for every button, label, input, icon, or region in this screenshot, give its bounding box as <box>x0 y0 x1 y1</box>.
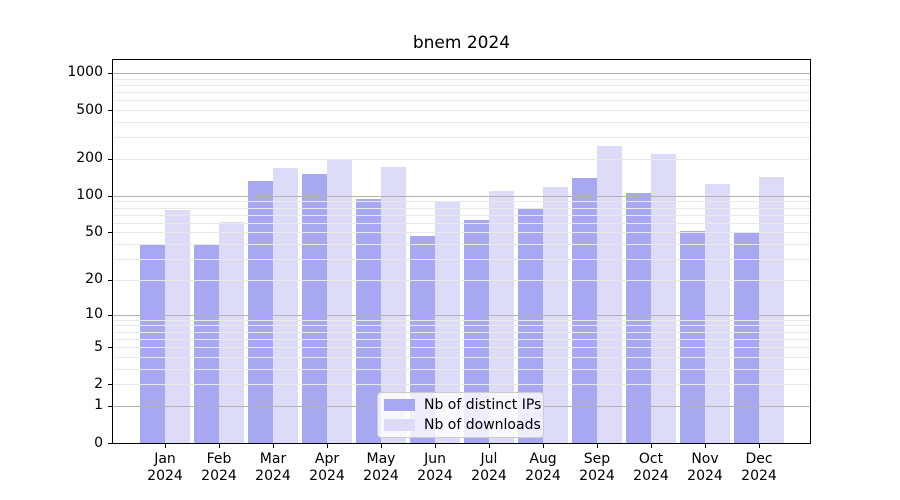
plot-area <box>112 59 811 444</box>
x-tick-label: May 2024 <box>363 451 399 484</box>
x-tick-label: Jan 2024 <box>147 451 183 484</box>
y-tick-label: 2 <box>94 375 103 392</box>
y-tick-mark <box>108 232 112 233</box>
legend-swatch-distinct-ips <box>384 399 415 411</box>
bar-distinct-ips <box>248 181 273 443</box>
legend-label-distinct-ips: Nb of distinct IPs <box>424 397 542 413</box>
y-tick-mark <box>108 384 112 385</box>
y-tick-mark <box>108 315 112 316</box>
legend: Nb of distinct IPs Nb of downloads <box>377 392 544 438</box>
bar-downloads <box>651 153 676 443</box>
bar-downloads <box>543 187 568 443</box>
bar-distinct-ips <box>572 177 597 443</box>
y-tick-mark <box>108 196 112 197</box>
y-tick-label: 5 <box>94 338 103 355</box>
bar-distinct-ips <box>734 233 759 443</box>
x-tick-mark <box>759 444 760 448</box>
bar-distinct-ips <box>194 244 219 443</box>
x-tick-label: Aug 2024 <box>525 451 561 484</box>
bar-downloads <box>273 167 298 443</box>
x-tick-mark <box>273 444 274 448</box>
bar-downloads <box>597 146 622 443</box>
chart-title: bnem 2024 <box>412 33 511 53</box>
bar-downloads <box>219 221 244 443</box>
y-tick-label: 500 <box>76 101 103 118</box>
bar-downloads <box>705 183 730 443</box>
x-tick-mark <box>543 444 544 448</box>
x-tick-label: Oct 2024 <box>633 451 669 484</box>
bar-distinct-ips <box>680 231 705 443</box>
x-tick-label: Jun 2024 <box>417 451 453 484</box>
x-tick-label: Sep 2024 <box>579 451 615 484</box>
y-tick-mark <box>108 73 112 74</box>
x-tick-label: Apr 2024 <box>309 451 345 484</box>
x-tick-mark <box>219 444 220 448</box>
x-axis: Jan 2024 Feb 2024 Mar 2024 Apr 2024 May 2024… <box>113 444 810 496</box>
bar-distinct-ips <box>626 193 651 443</box>
x-tick-mark <box>165 444 166 448</box>
y-tick-label: 200 <box>76 150 103 167</box>
x-tick-mark <box>705 444 706 448</box>
x-tick-label: Nov 2024 <box>687 451 723 484</box>
bar-distinct-ips <box>302 174 327 443</box>
x-tick-mark <box>651 444 652 448</box>
bar-downloads <box>759 176 784 443</box>
x-tick-mark <box>489 444 490 448</box>
legend-item-distinct-ips: Nb of distinct IPs <box>384 398 543 412</box>
bar-downloads <box>327 158 352 443</box>
y-tick-label: 10 <box>85 306 103 323</box>
x-tick-label: Feb 2024 <box>201 451 237 484</box>
x-tick-label: Mar 2024 <box>255 451 291 484</box>
y-tick-mark <box>108 159 112 160</box>
y-tick-label: 20 <box>85 271 103 288</box>
bar-distinct-ips <box>140 244 165 443</box>
legend-swatch-downloads <box>384 419 415 431</box>
y-tick-mark <box>108 347 112 348</box>
y-tick-mark <box>108 280 112 281</box>
x-tick-label: Jul 2024 <box>471 451 507 484</box>
y-tick-mark <box>108 110 112 111</box>
x-tick-mark <box>597 444 598 448</box>
y-tick-mark <box>108 406 112 407</box>
x-tick-mark <box>435 444 436 448</box>
y-tick-label: 1 <box>94 397 103 414</box>
y-tick-label: 0 <box>94 434 103 451</box>
bar-downloads <box>165 209 190 443</box>
y-tick-label: 1000 <box>67 64 103 81</box>
y-tick-label: 100 <box>76 187 103 204</box>
x-tick-label: Dec 2024 <box>741 451 777 484</box>
x-tick-mark <box>381 444 382 448</box>
bars-layer <box>113 60 810 443</box>
legend-item-downloads: Nb of downloads <box>384 418 543 432</box>
y-tick-label: 50 <box>85 223 103 240</box>
x-tick-mark <box>327 444 328 448</box>
y-tick-mark <box>108 443 112 444</box>
legend-label-downloads: Nb of downloads <box>424 417 541 433</box>
y-axis: 0 1 2 5 10 20 50 100 200 500 1000 <box>0 60 112 451</box>
